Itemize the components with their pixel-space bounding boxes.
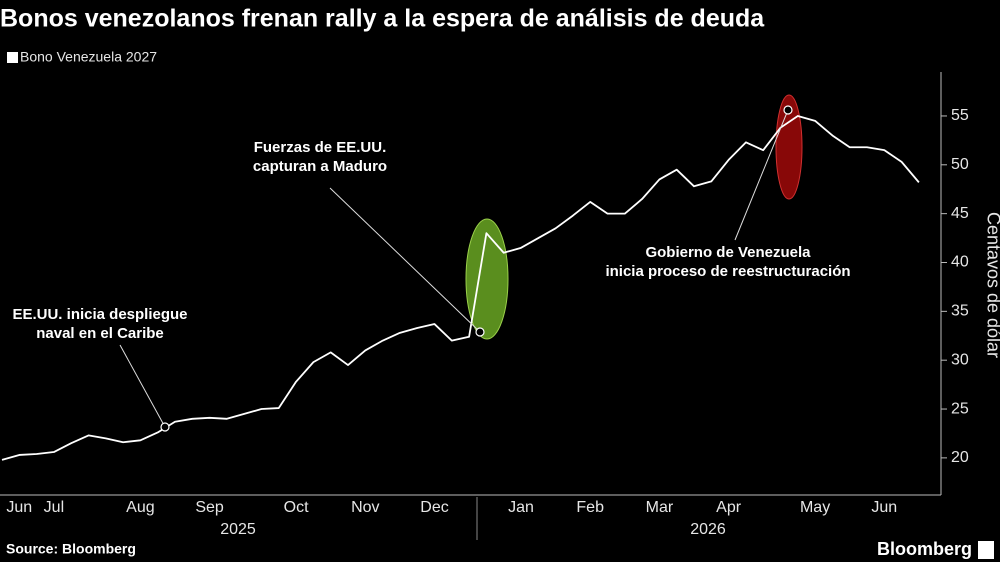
y-tick-label: 55 — [951, 107, 969, 124]
x-group-label: 2026 — [690, 521, 726, 538]
annotation-leader — [734, 109, 789, 241]
x-tick-label: Sep — [195, 499, 224, 516]
y-tick-label: 45 — [951, 205, 969, 222]
highlight — [775, 94, 803, 200]
legend-label: Bono Venezuela 2027 — [20, 49, 157, 65]
annotation-leader — [329, 187, 481, 333]
y-tick-label: 40 — [951, 254, 969, 271]
annotation-leader — [119, 344, 166, 428]
x-tick-label: Jul — [44, 499, 64, 516]
y-tick-label: 30 — [951, 351, 969, 368]
y-tick-label: 50 — [951, 156, 969, 173]
x-tick-label: Aug — [126, 499, 154, 516]
y-tick-label: 20 — [951, 449, 969, 466]
x-tick-label: Apr — [716, 499, 742, 516]
series-line — [1, 115, 920, 461]
x-tick-label: Mar — [646, 499, 674, 516]
annotation: capturan a Maduro — [253, 158, 387, 175]
x-tick-label: Jun — [6, 499, 32, 516]
x-tick-label: May — [800, 499, 830, 516]
x-tick-label: Oct — [284, 499, 309, 516]
y-tick-label: 35 — [951, 303, 969, 320]
x-group-label: 2025 — [220, 521, 256, 538]
legend-swatch — [7, 52, 18, 63]
x-tick-label: Jan — [508, 499, 534, 516]
annotation: Gobierno de Venezuela — [645, 244, 811, 261]
brand: Bloomberg — [877, 539, 972, 559]
x-tick-label: Dec — [420, 499, 448, 516]
x-tick-label: Feb — [576, 499, 604, 516]
highlight — [465, 218, 509, 340]
annotation: EE.UU. inicia despliegue — [12, 306, 187, 323]
source: Source: Bloomberg — [6, 541, 136, 557]
chart-title: Bonos venezolanos frenan rally a la espe… — [0, 5, 765, 33]
annotation-marker — [160, 422, 170, 432]
annotation: Fuerzas de EE.UU. — [254, 139, 387, 156]
y-tick-label: 25 — [951, 400, 969, 417]
x-tick-label: Nov — [351, 499, 379, 516]
annotation: naval en el Caribe — [36, 325, 164, 342]
brand-logo — [978, 541, 994, 559]
annotation-marker — [475, 327, 485, 337]
annotation-marker — [783, 105, 793, 115]
y-axis-label: Centavos de dólar — [983, 212, 1000, 358]
x-tick-label: Jun — [871, 499, 897, 516]
annotation: inicia proceso de reestructuración — [605, 263, 850, 280]
